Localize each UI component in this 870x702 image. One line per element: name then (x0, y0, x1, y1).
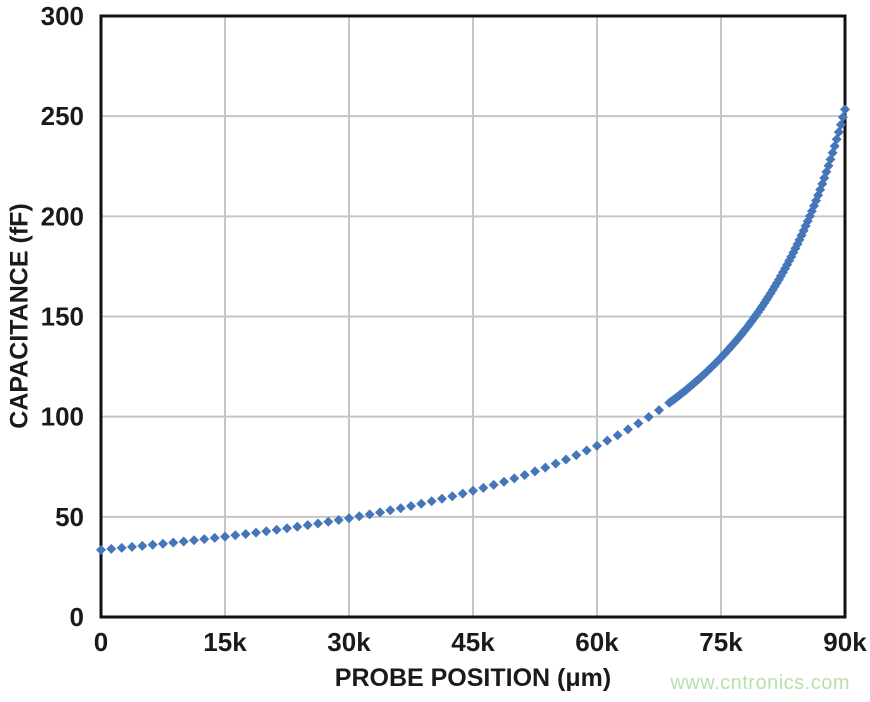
x-axis-title: PROBE POSITION (μm) (334, 664, 612, 692)
x-tick-label: 90k (823, 627, 867, 657)
y-tick-label: 200 (41, 201, 84, 231)
y-tick-label: 100 (41, 402, 84, 432)
y-tick-label: 150 (41, 302, 84, 332)
x-tick-label: 0 (94, 627, 108, 657)
y-axis-title: CAPACITANCE (fF) (5, 203, 34, 429)
y-tick-label: 300 (41, 1, 84, 31)
x-tick-label: 15k (203, 627, 247, 657)
y-tick-label: 250 (41, 101, 84, 131)
x-tick-label: 30k (327, 627, 371, 657)
plot-border (99, 14, 847, 619)
watermark-text: www.cntronics.com (670, 672, 850, 694)
x-tick-label: 60k (575, 627, 619, 657)
y-tick-label: 0 (70, 602, 84, 632)
x-tick-label: 75k (699, 627, 743, 657)
x-tick-label: 45k (451, 627, 495, 657)
y-tick-label: 50 (55, 502, 84, 532)
